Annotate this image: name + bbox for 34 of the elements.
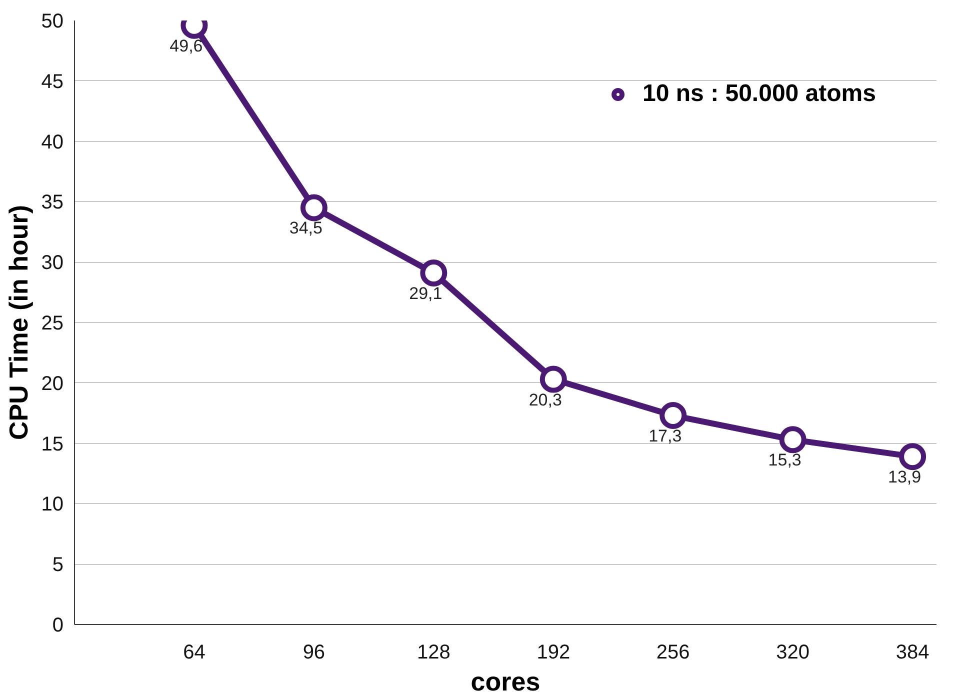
- data-label: 49,6: [170, 36, 203, 56]
- x-tick-label: 64: [183, 642, 206, 664]
- x-tick-label: 128: [416, 642, 450, 664]
- data-label: 29,1: [409, 284, 442, 303]
- legend-label: 10 ns : 50.000 atoms: [642, 80, 876, 108]
- x-tick-label: 384: [896, 642, 930, 664]
- data-label: 15,3: [768, 450, 802, 470]
- y-tick-label: 50: [41, 10, 64, 32]
- point: [899, 443, 926, 470]
- point: [779, 426, 806, 454]
- x-axis-title: cores: [470, 666, 540, 696]
- y-tick-label: 25: [41, 312, 64, 334]
- x-tick-label: 192: [536, 642, 570, 664]
- point: [420, 259, 448, 286]
- point: [300, 194, 328, 222]
- y-tick-label: 5: [52, 554, 64, 576]
- y-tick-label: 20: [41, 372, 64, 395]
- point: [540, 366, 567, 393]
- y-axis-title: CPU Time (in hour): [3, 205, 34, 440]
- data-label: 13,9: [888, 468, 922, 487]
- data-label: 34,5: [289, 218, 322, 238]
- point: [660, 402, 687, 429]
- y-tick-label: 40: [41, 131, 64, 154]
- y-tick-label: 45: [41, 70, 64, 93]
- y-tick-label: 30: [41, 252, 64, 274]
- x-tick-label: 320: [776, 642, 810, 664]
- data-label: 20,3: [528, 390, 562, 410]
- data-label: 17,3: [648, 426, 682, 446]
- y-tick-label: 10: [41, 494, 64, 516]
- x-tick-label: 256: [656, 642, 690, 664]
- y-tick-label: 35: [41, 192, 64, 214]
- y-tick-label: 0: [52, 614, 64, 636]
- y-tick-label: 15: [41, 433, 64, 456]
- x-tick-label: 96: [302, 642, 326, 664]
